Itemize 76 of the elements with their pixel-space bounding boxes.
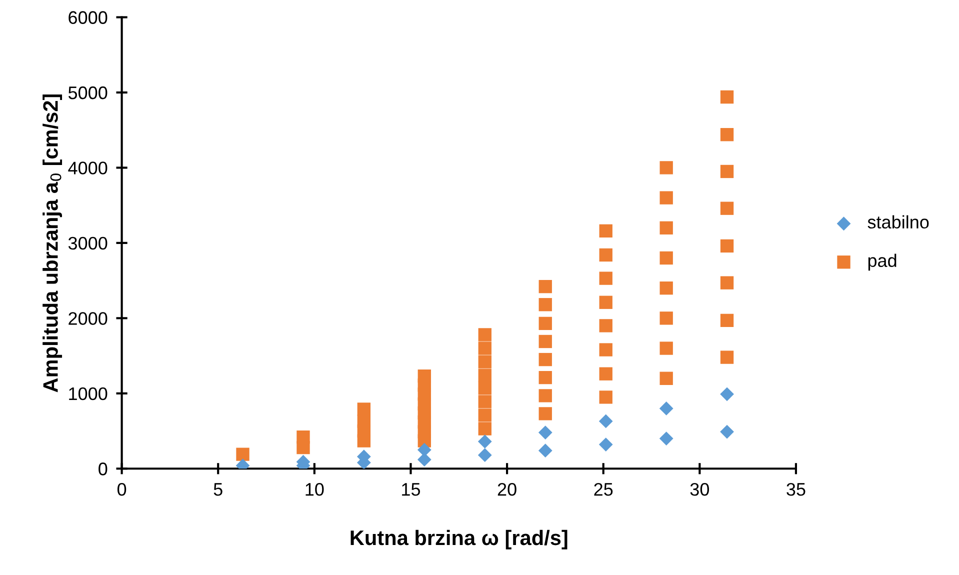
point — [296, 454, 310, 469]
y-axis-title: Amplituda ubrzanja a$_{0}$ [cm/s2] — [42, 94, 62, 392]
legend-label: stabilno — [868, 215, 929, 229]
y-tick-label: 5000 — [68, 86, 108, 100]
point — [720, 202, 734, 215]
point — [296, 430, 310, 444]
point — [538, 426, 552, 440]
point — [478, 355, 492, 368]
x-tick-label: 5 — [214, 483, 222, 496]
x-tick-label: 10 — [306, 482, 324, 496]
point — [538, 316, 552, 330]
x-tick-label: 35 — [786, 482, 806, 496]
point — [478, 328, 492, 342]
point — [478, 434, 492, 448]
point — [599, 224, 612, 238]
point — [599, 248, 612, 262]
y-tick-label: 2000 — [68, 312, 108, 325]
point — [660, 191, 673, 204]
point — [660, 161, 673, 174]
x-tick-label: 30 — [690, 482, 709, 496]
point — [720, 164, 734, 178]
point — [720, 128, 734, 142]
point — [660, 281, 673, 295]
y-tick-label: 4000 — [68, 162, 108, 174]
point — [236, 448, 250, 461]
point — [659, 401, 674, 416]
point — [720, 276, 734, 290]
y-tick-label: 6000 — [68, 11, 108, 24]
point — [357, 402, 371, 416]
point — [417, 452, 432, 467]
point — [538, 444, 552, 458]
point — [660, 342, 673, 355]
point — [478, 422, 492, 436]
point — [478, 395, 492, 408]
point — [478, 368, 492, 382]
y-tick-label: 3000 — [68, 236, 108, 250]
point — [660, 221, 673, 234]
point — [417, 442, 432, 457]
point — [478, 382, 492, 395]
point — [478, 342, 492, 355]
point — [660, 251, 673, 265]
x-tick-label: 20 — [498, 482, 516, 496]
legend-label: pad — [868, 254, 896, 271]
point — [720, 314, 734, 328]
point — [538, 298, 552, 312]
point — [598, 438, 613, 452]
x-tick-label: 25 — [594, 482, 613, 496]
x-tick-label: 15 — [402, 483, 420, 496]
point — [538, 407, 552, 420]
x-tick-label: 0 — [117, 482, 126, 496]
point — [720, 239, 734, 253]
point — [478, 448, 492, 462]
point — [538, 371, 552, 384]
point — [599, 296, 612, 309]
point — [599, 343, 612, 356]
point — [599, 390, 612, 404]
y-tick-label: 0 — [98, 462, 108, 476]
point — [660, 312, 673, 325]
point — [538, 352, 552, 366]
point — [660, 372, 673, 385]
point — [418, 370, 431, 383]
point — [598, 414, 613, 428]
point — [599, 319, 612, 332]
point — [720, 90, 734, 104]
point — [538, 389, 552, 402]
point — [599, 367, 612, 380]
point — [720, 350, 734, 364]
point — [720, 387, 734, 402]
point — [478, 408, 492, 422]
x-axis-title: Kutna brzina ω [rad/s] — [350, 530, 568, 550]
point — [720, 424, 734, 439]
point — [538, 334, 552, 348]
y-tick-label: 1000 — [69, 387, 108, 400]
point — [538, 280, 552, 294]
point — [599, 272, 612, 285]
point — [659, 432, 674, 446]
